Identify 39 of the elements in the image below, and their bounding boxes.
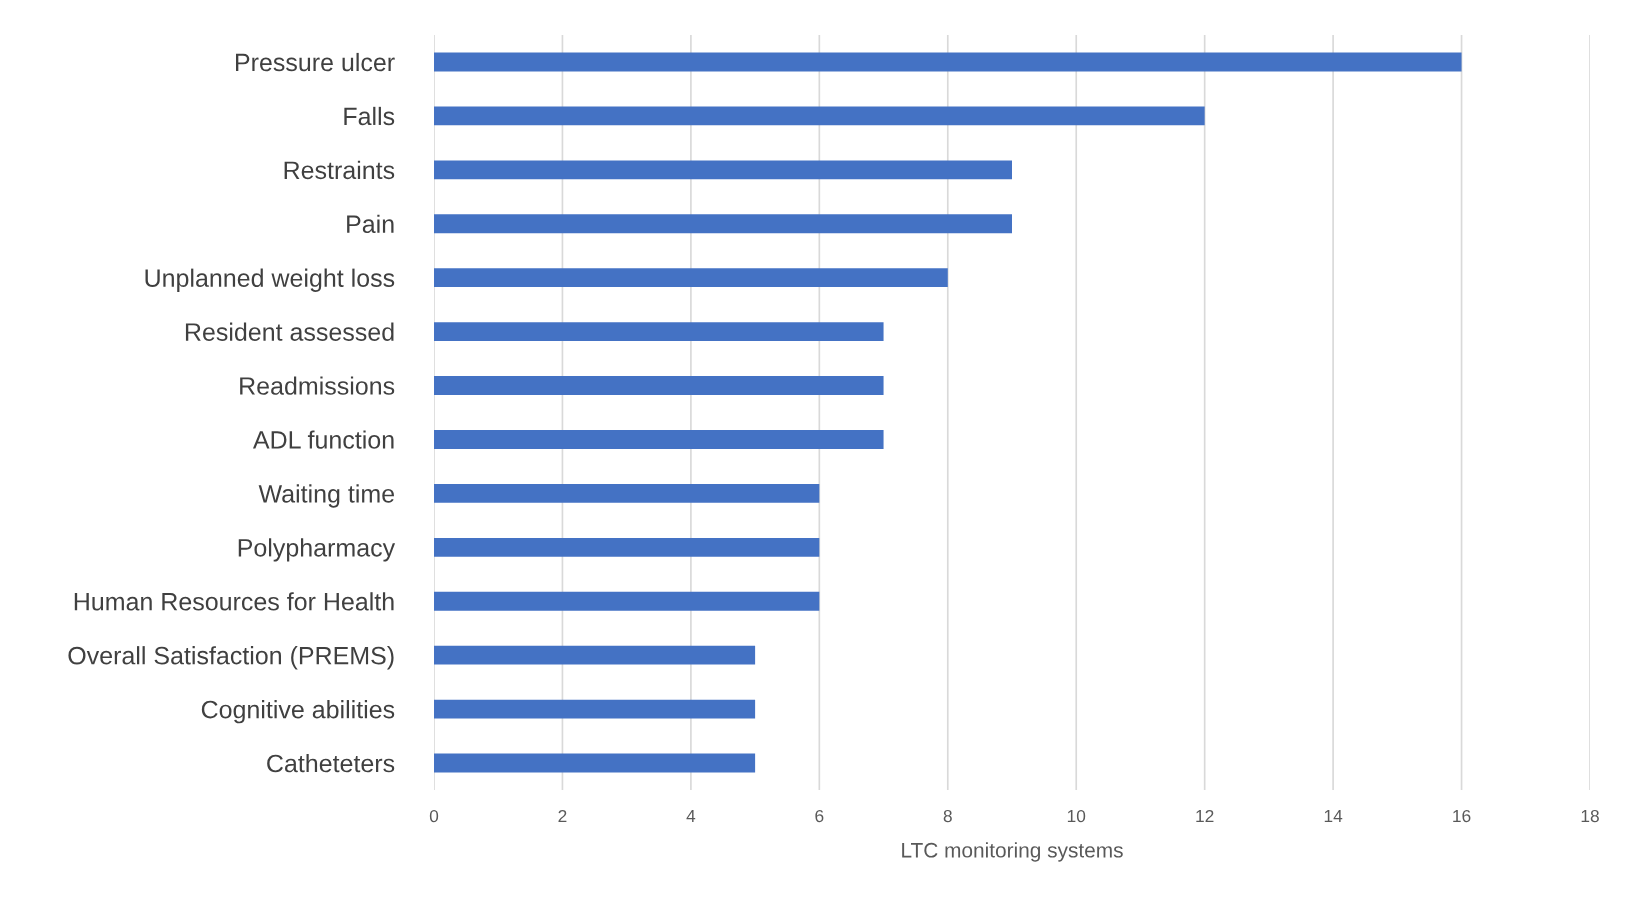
- bar: [434, 753, 756, 773]
- y-tick-label: Falls: [344, 106, 395, 126]
- bar: [434, 376, 884, 395]
- y-tick-label: ADL function: [252, 430, 394, 449]
- x-tick-label: 14: [1324, 810, 1343, 823]
- bar: [434, 645, 756, 665]
- y-tick-label: Human Resources for Health: [74, 592, 394, 611]
- y-tick-label: Unplanned weight loss: [145, 268, 395, 292]
- y-tick-label: Readmissions: [240, 376, 395, 395]
- bar: [434, 214, 1012, 234]
- bar: [434, 699, 756, 719]
- y-tick-label: Pain: [347, 214, 394, 234]
- bar: [434, 160, 1012, 180]
- x-tick-label: 12: [1196, 809, 1214, 823]
- x-tick-label: 2: [558, 809, 567, 823]
- x-tick-label: 4: [686, 810, 696, 823]
- bar: [434, 483, 820, 503]
- bar: [434, 268, 948, 288]
- x-axis-title: LTC monitoring systems: [902, 842, 1123, 862]
- bar: [434, 52, 1462, 72]
- y-tick-label: Polypharmacy: [238, 538, 396, 562]
- bar: [434, 430, 884, 449]
- x-tick-label: 16: [1453, 809, 1471, 823]
- bar: [434, 537, 820, 557]
- y-tick-label: Overall Satisfaction (PREMS): [68, 646, 394, 670]
- y-tick-label: Cognitive abilities: [201, 700, 395, 724]
- x-tick-label: 8: [943, 809, 952, 823]
- bar: [434, 591, 820, 611]
- x-tick-label: 18: [1581, 809, 1599, 823]
- y-tick-label: Restraints: [284, 160, 395, 180]
- y-tick-label: Pressure ulcer: [236, 52, 395, 72]
- bar: [434, 322, 884, 342]
- y-tick-label: Resident assessed: [185, 322, 394, 341]
- x-tick-label: 6: [815, 809, 824, 823]
- y-tick-label: Catheteters: [267, 753, 395, 773]
- x-tick-label: 10: [1067, 809, 1086, 823]
- bar: [434, 106, 1205, 126]
- y-tick-label: Waiting time: [258, 484, 395, 508]
- x-tick-label: 0: [429, 809, 439, 823]
